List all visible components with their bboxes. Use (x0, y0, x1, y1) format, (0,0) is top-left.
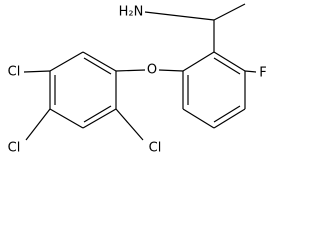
double-bond (213, 57, 241, 75)
atom-label: Cl (149, 141, 162, 156)
bond (49, 108, 84, 129)
double-bond (83, 105, 112, 123)
atom-label: O (147, 63, 157, 78)
atom-label: Cl (8, 141, 21, 156)
bond (115, 69, 146, 72)
double-bond (213, 105, 241, 123)
bond (213, 3, 246, 21)
bond (244, 70, 257, 73)
bond (213, 108, 246, 129)
structure-diagram: H₂N F O Cl Cl Cl (8, 3, 267, 156)
bond (144, 11, 215, 21)
page: H₂N F O Cl Cl Cl (() => { const data = J… (7, 3, 267, 156)
atom-label: Cl (8, 65, 21, 80)
bond (82, 51, 117, 72)
bond (23, 70, 51, 73)
bond (49, 51, 84, 72)
atom-label: F (259, 66, 266, 81)
bond (25, 108, 51, 141)
bond (115, 108, 144, 141)
bonds (23, 3, 257, 141)
bond (213, 51, 246, 72)
bond (82, 108, 117, 129)
atom-label: H₂N (119, 5, 144, 20)
bond (158, 69, 184, 72)
double-bond (83, 57, 112, 75)
atom-labels: H₂N F O Cl Cl Cl (8, 5, 267, 156)
bond (182, 51, 215, 72)
bond (182, 108, 215, 129)
